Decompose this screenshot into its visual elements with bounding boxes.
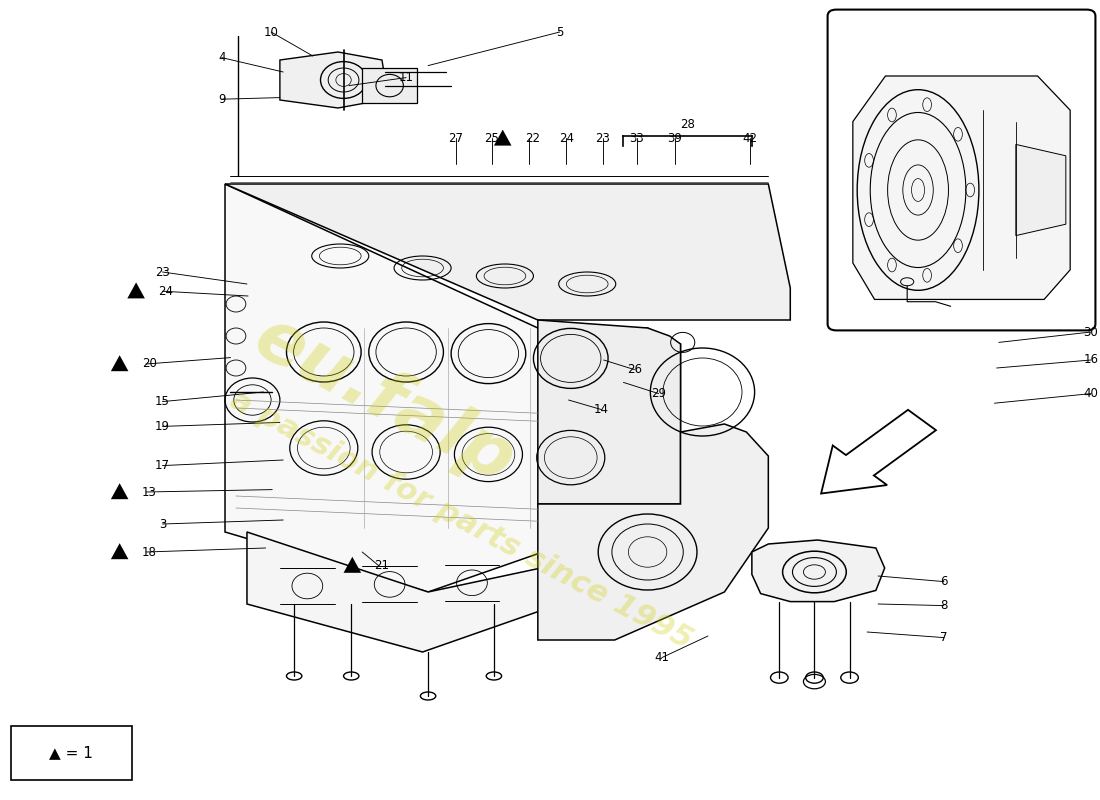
Text: 14: 14 xyxy=(594,403,609,416)
Text: 6: 6 xyxy=(940,575,948,588)
Text: 39: 39 xyxy=(668,132,682,145)
Text: 4: 4 xyxy=(218,51,226,64)
Text: 20: 20 xyxy=(142,358,156,370)
Text: 41: 41 xyxy=(654,651,670,664)
Polygon shape xyxy=(821,410,936,494)
Text: 33: 33 xyxy=(629,132,644,145)
Text: 3: 3 xyxy=(158,518,166,530)
Polygon shape xyxy=(226,184,681,592)
Polygon shape xyxy=(852,76,1070,299)
Text: 21: 21 xyxy=(374,559,389,572)
Text: 25: 25 xyxy=(484,132,499,145)
Text: 29: 29 xyxy=(651,387,667,400)
Text: 7: 7 xyxy=(940,631,948,644)
Text: 23: 23 xyxy=(595,132,610,145)
Text: 22: 22 xyxy=(525,132,540,145)
Polygon shape xyxy=(111,483,129,499)
Bar xyxy=(11,726,132,780)
Text: 24: 24 xyxy=(559,132,574,145)
Polygon shape xyxy=(752,540,884,602)
Polygon shape xyxy=(248,532,560,652)
Text: 18: 18 xyxy=(142,546,156,558)
Text: 42: 42 xyxy=(742,132,757,145)
Polygon shape xyxy=(343,557,361,573)
Text: 40: 40 xyxy=(1084,387,1099,400)
Text: 17: 17 xyxy=(155,459,169,472)
Polygon shape xyxy=(494,130,512,146)
Polygon shape xyxy=(362,68,417,103)
Text: a passion for parts since 1995: a passion for parts since 1995 xyxy=(224,386,697,654)
Polygon shape xyxy=(111,355,129,371)
Polygon shape xyxy=(111,543,129,559)
Polygon shape xyxy=(128,282,145,298)
Text: 19: 19 xyxy=(155,420,169,433)
Text: 5: 5 xyxy=(557,26,563,38)
Text: 13: 13 xyxy=(142,486,156,498)
Text: 26: 26 xyxy=(627,363,642,376)
Polygon shape xyxy=(538,320,681,504)
Text: 15: 15 xyxy=(155,395,169,408)
Text: 8: 8 xyxy=(940,599,947,612)
Text: 11: 11 xyxy=(398,71,414,84)
Text: 30: 30 xyxy=(1084,326,1099,338)
Text: 10: 10 xyxy=(264,26,278,38)
Polygon shape xyxy=(279,52,385,108)
Text: ▲ = 1: ▲ = 1 xyxy=(50,746,94,760)
Text: 24: 24 xyxy=(158,285,173,298)
Polygon shape xyxy=(538,424,768,640)
Text: 27: 27 xyxy=(448,132,463,145)
Text: 16: 16 xyxy=(1084,354,1099,366)
Polygon shape xyxy=(226,184,790,320)
FancyBboxPatch shape xyxy=(827,10,1096,330)
Text: eu.falp: eu.falp xyxy=(242,302,526,498)
Text: 28: 28 xyxy=(680,118,694,130)
Text: 9: 9 xyxy=(218,93,226,106)
Polygon shape xyxy=(1015,144,1066,235)
Text: 23: 23 xyxy=(155,266,169,278)
